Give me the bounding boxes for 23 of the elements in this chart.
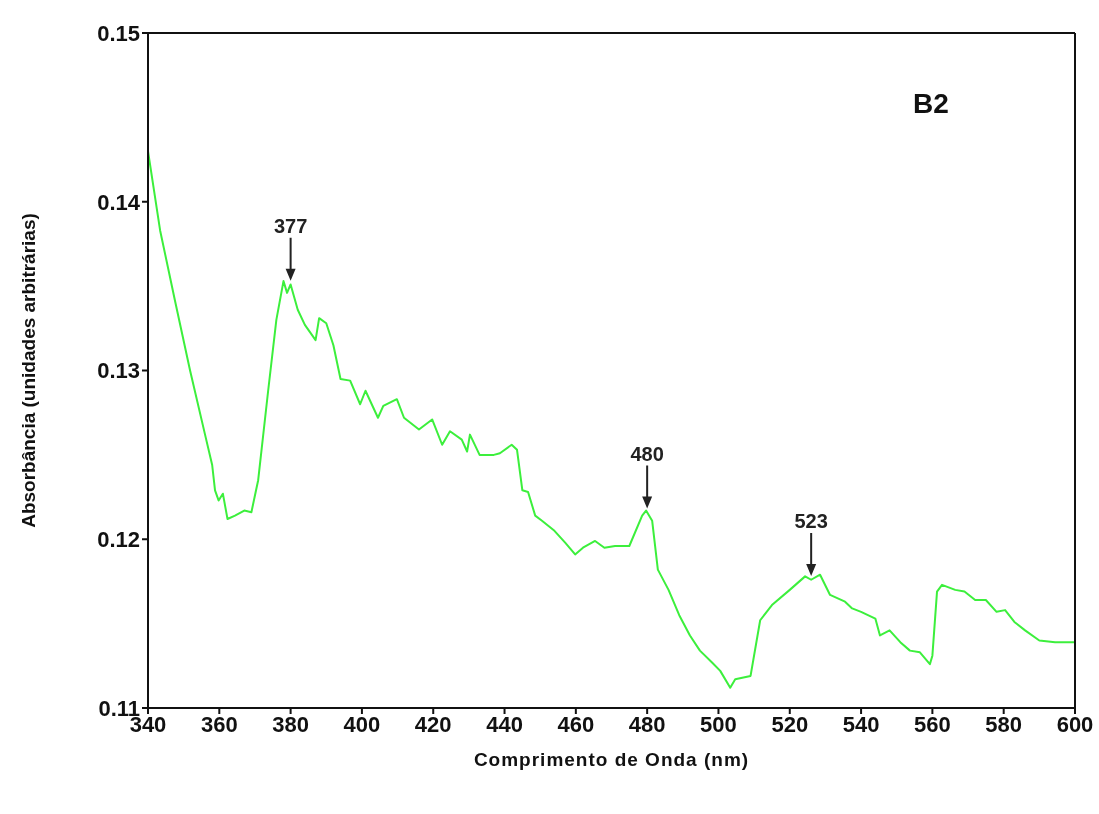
x-tick-label: 480 bbox=[628, 711, 666, 737]
x-tick-label: 440 bbox=[486, 711, 523, 737]
x-tick-label: 400 bbox=[343, 711, 381, 737]
x-tick-label: 500 bbox=[700, 711, 737, 737]
y-tick-label: 0.15 bbox=[97, 20, 140, 46]
x-tick-label: 380 bbox=[272, 711, 309, 737]
x-tick-label: 520 bbox=[771, 711, 809, 737]
y-axis-title: Absorbância (unidades arbitrárias) bbox=[17, 213, 39, 528]
x-tick-label: 360 bbox=[200, 711, 238, 737]
x-tick-label: 600 bbox=[1056, 711, 1094, 737]
x-tick-label: 560 bbox=[914, 711, 951, 737]
x-tick-label: 580 bbox=[985, 711, 1023, 737]
y-tick-label: 0.12 bbox=[97, 527, 140, 553]
annotation: 523 bbox=[794, 510, 828, 533]
annotation: 377 bbox=[273, 214, 308, 237]
x-axis-title: Comprimento de Onda (nm) bbox=[473, 749, 750, 770]
y-tick-label: 0.14 bbox=[97, 189, 141, 215]
x-tick-label: 420 bbox=[414, 711, 452, 737]
annotation: B2 bbox=[913, 88, 949, 120]
x-tick-label: 540 bbox=[842, 711, 880, 737]
y-tick-label: 0.13 bbox=[97, 358, 140, 384]
x-tick-label: 460 bbox=[557, 711, 595, 737]
annotation: 480 bbox=[630, 442, 664, 465]
